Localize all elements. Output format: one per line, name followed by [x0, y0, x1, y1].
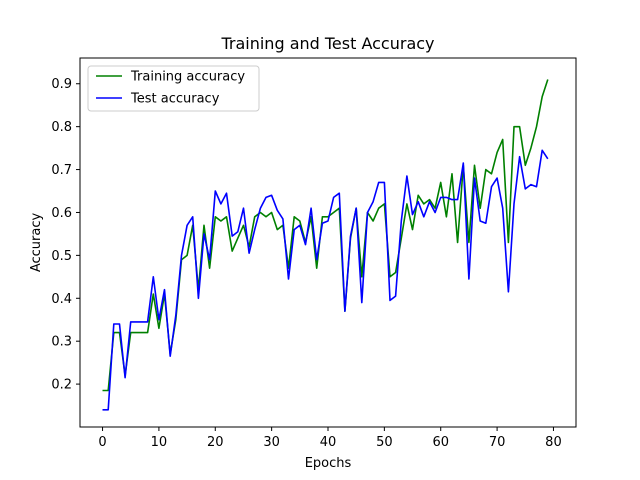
legend: Training accuracy Test accuracy: [87, 65, 260, 112]
y-tick-label: 0.7: [51, 163, 72, 178]
x-tick-label: 0: [98, 435, 106, 450]
y-axis-label: Accuracy: [29, 213, 44, 273]
y-tick-label: 0.9: [51, 77, 72, 92]
y-tick-label: 0.3: [51, 335, 72, 350]
y-tick-label: 0.4: [51, 292, 72, 307]
x-axis: 0 10 20 30 40 50 60 70 80: [98, 427, 562, 450]
series-layer: [102, 79, 549, 411]
y-tick-label: 0.8: [51, 120, 72, 135]
y-tick-label: 0.6: [51, 206, 72, 221]
x-tick-label: 50: [376, 435, 393, 450]
x-tick-label: 70: [489, 435, 506, 450]
x-tick-label: 10: [151, 435, 168, 450]
y-axis: 0.2 0.3 0.4 0.5 0.6 0.7 0.8 0.9: [51, 77, 80, 393]
x-tick-label: 30: [263, 435, 280, 450]
x-tick-label: 60: [432, 435, 449, 450]
x-axis-label: Epochs: [305, 456, 352, 471]
x-tick-label: 80: [545, 435, 562, 450]
y-tick-label: 0.5: [51, 249, 72, 264]
legend-label: Training accuracy: [130, 70, 245, 85]
series-line-test-accuracy: [102, 149, 549, 411]
chart-title: Training and Test Accuracy: [220, 34, 434, 53]
legend-box: [87, 65, 260, 112]
legend-label: Test accuracy: [130, 92, 220, 107]
x-tick-label: 20: [207, 435, 224, 450]
x-tick-label: 40: [320, 435, 337, 450]
y-tick-label: 0.2: [51, 378, 72, 393]
